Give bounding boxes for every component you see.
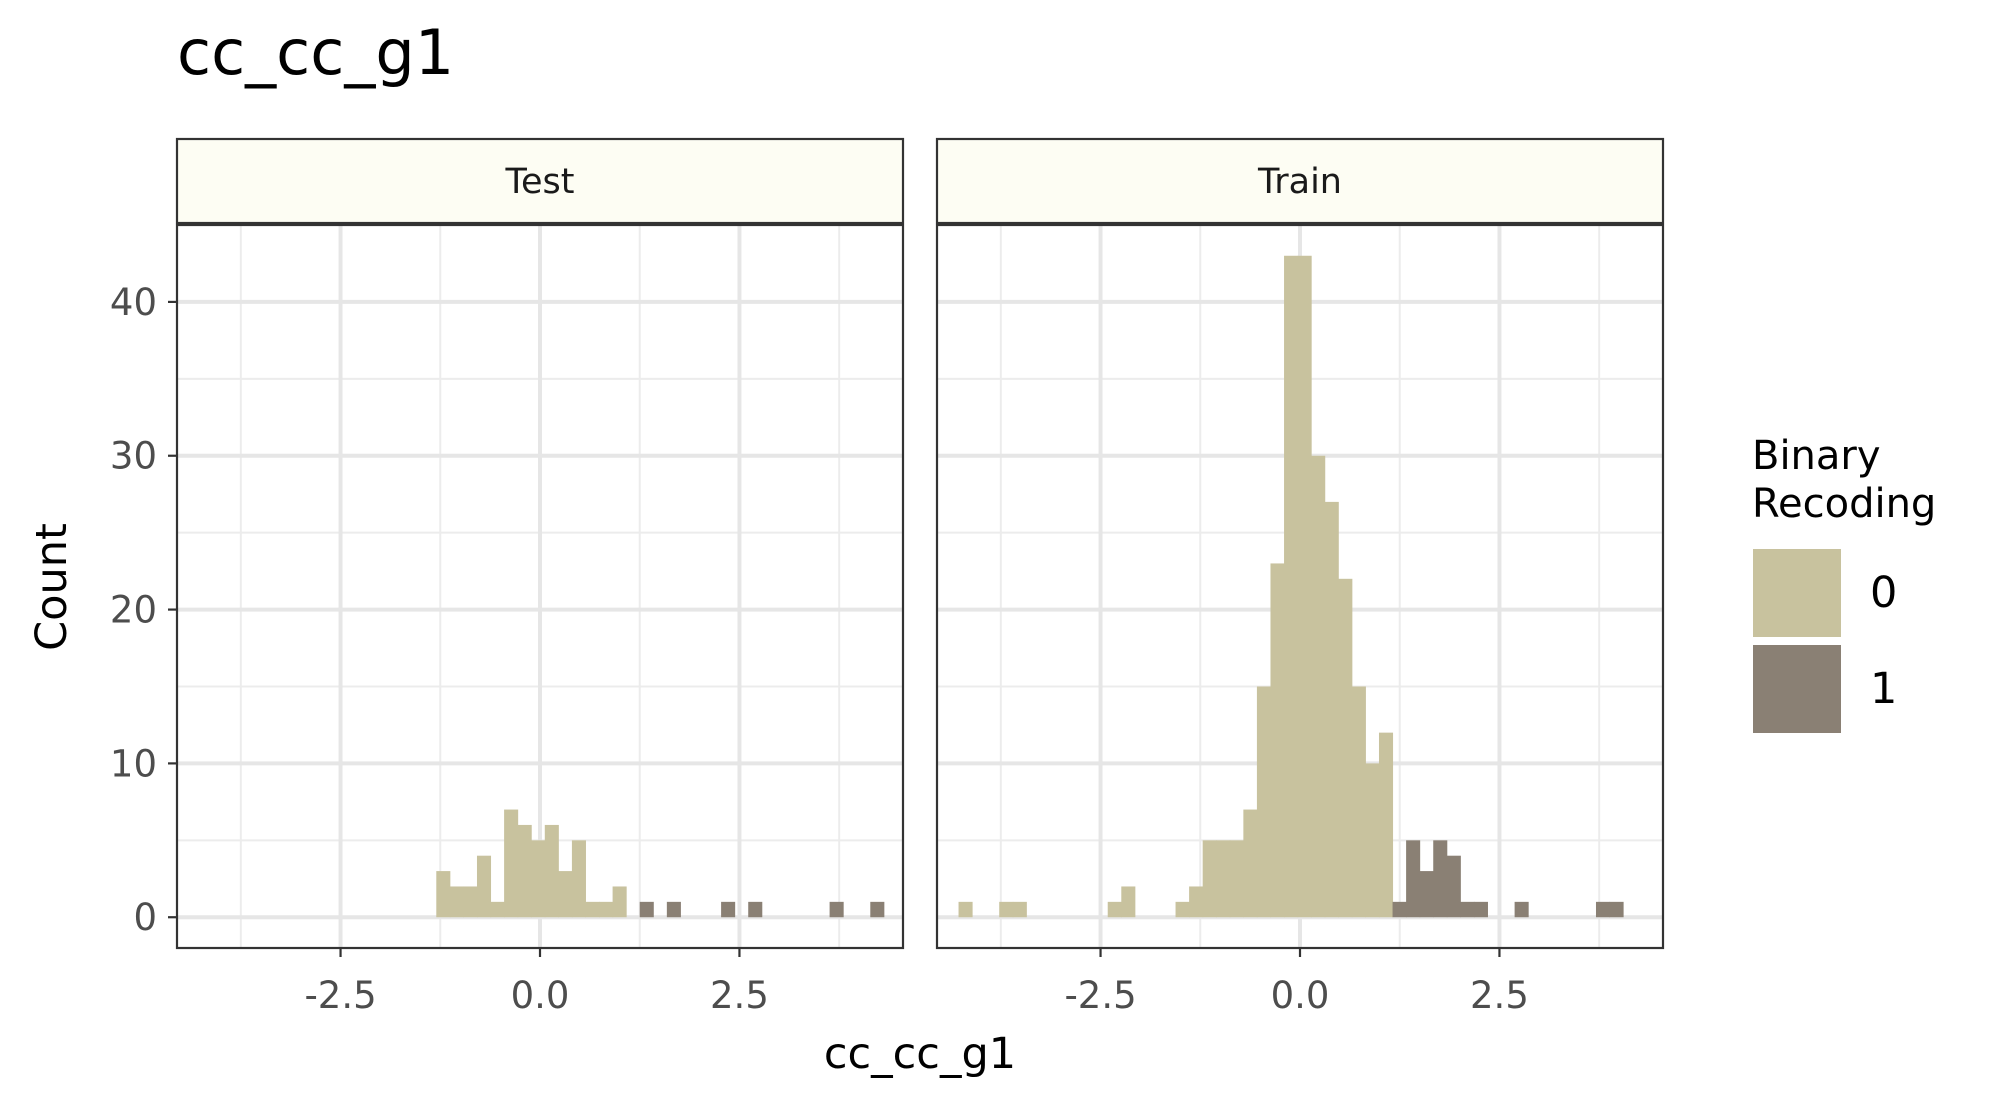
histogram-bar-train-group-0 — [1175, 901, 1190, 918]
legend-key-0 — [1753, 549, 1841, 637]
histogram-bar-train-group-1 — [1406, 840, 1421, 918]
facet-label-test: Test — [505, 162, 575, 202]
histogram-bar-train-group-0 — [1365, 763, 1380, 918]
legend-label-1: 1 — [1870, 664, 1897, 714]
histogram-bar-train-group-0 — [958, 901, 973, 918]
y-axis-title: Count — [27, 523, 77, 651]
histogram-bar-test-group-1 — [721, 901, 736, 918]
histogram-bar-train-group-0 — [1121, 886, 1136, 918]
histogram-bar-train-group-0 — [1216, 840, 1231, 918]
legend-label-0: 0 — [1870, 568, 1897, 618]
histogram-bar-train-group-0 — [999, 901, 1014, 918]
histogram-bar-test-group-0 — [436, 871, 451, 918]
histogram-bar-test-group-1 — [829, 901, 844, 918]
histogram-bar-test-group-1 — [870, 901, 885, 918]
legend-title: Binary — [1752, 433, 1881, 479]
histogram-bar-test-group-0 — [571, 840, 586, 918]
histogram-bar-train-group-0 — [1284, 255, 1299, 918]
histogram-bar-test-group-0 — [463, 886, 478, 918]
histogram-bar-train-group-0 — [1243, 809, 1258, 918]
histogram-bar-train-group-0 — [1311, 455, 1326, 918]
histogram-bar-train-group-1 — [1433, 840, 1448, 918]
x-axis-title: cc_cc_g1 — [824, 1029, 1016, 1079]
histogram-bar-train-group-1 — [1609, 901, 1624, 918]
histogram-bar-train-group-0 — [1202, 840, 1217, 918]
histogram-bar-train-group-1 — [1473, 901, 1488, 918]
x-tick-label: 0.0 — [511, 974, 570, 1017]
histogram-bar-train-group-0 — [1107, 901, 1122, 918]
y-tick-label: 10 — [110, 742, 157, 785]
histogram-bar-test-group-0 — [585, 901, 600, 918]
y-tick-label: 30 — [110, 435, 157, 478]
x-tick-label: -2.5 — [1064, 974, 1136, 1017]
histogram-bar-test-group-0 — [544, 824, 559, 918]
histogram-bar-train-group-0 — [1012, 901, 1027, 918]
facet-strip-train — [935, 137, 1665, 225]
x-tick-label: -2.5 — [304, 974, 376, 1017]
histogram-bar-test-group-0 — [449, 886, 464, 918]
histogram-bar-test-group-0 — [517, 824, 532, 918]
histogram-bar-train-group-0 — [1256, 686, 1271, 918]
histogram-bar-train-group-1 — [1419, 871, 1434, 918]
x-tick-label: 2.5 — [1470, 974, 1529, 1017]
histogram-bar-test-group-0 — [490, 901, 505, 918]
facet-label-train: Train — [1257, 162, 1342, 202]
histogram-bar-train-group-0 — [1270, 563, 1285, 918]
histogram-bar-train-group-0 — [1378, 732, 1394, 918]
histogram-bar-train-group-0 — [1297, 255, 1312, 918]
histogram-bar-test-group-0 — [504, 809, 519, 918]
histogram-bar-train-group-0 — [1229, 840, 1244, 918]
histogram-bar-train-group-1 — [1446, 855, 1461, 918]
legend-key-1 — [1753, 645, 1841, 733]
histogram-bar-train-group-1 — [1392, 901, 1407, 918]
histogram-bar-test-group-0 — [558, 871, 573, 918]
y-tick-label: 40 — [110, 281, 157, 324]
histogram-bar-train-group-1 — [1595, 901, 1611, 918]
histogram-bar-test-group-1 — [639, 901, 654, 918]
histogram-bar-test-group-1 — [666, 901, 681, 918]
histogram-bar-test-group-1 — [748, 901, 763, 918]
histogram-bar-train-group-1 — [1460, 901, 1475, 918]
x-tick-label: 0.0 — [1271, 974, 1330, 1017]
histogram-bar-test-group-0 — [531, 840, 546, 918]
chart-title: cc_cc_g1 — [177, 16, 455, 89]
facet-strip-test — [175, 137, 905, 225]
y-tick-label: 20 — [110, 589, 157, 632]
histogram-bar-train-group-0 — [1351, 686, 1366, 918]
histogram-bar-test-group-0 — [476, 855, 492, 918]
x-tick-label: 2.5 — [710, 974, 769, 1017]
histogram-bar-train-group-0 — [1324, 501, 1339, 918]
histogram-bar-test-group-0 — [612, 886, 627, 918]
legend-title: Recoding — [1752, 481, 1936, 527]
histogram-bar-train-group-0 — [1189, 886, 1204, 918]
histogram-bar-test-group-0 — [599, 901, 614, 918]
y-tick-label: 0 — [133, 896, 157, 939]
histogram-bar-train-group-1 — [1514, 901, 1529, 918]
histogram-bar-train-group-0 — [1338, 578, 1353, 918]
